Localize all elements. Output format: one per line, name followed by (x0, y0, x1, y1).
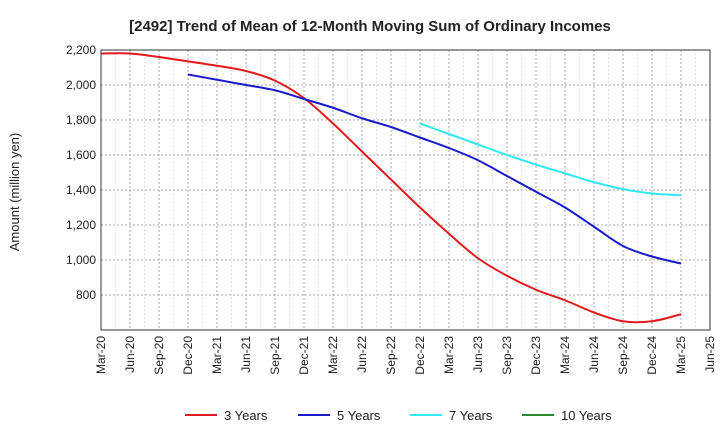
legend-label-5-years: 5 Years (337, 408, 381, 423)
legend-label-10-years: 10 Years (561, 408, 612, 423)
grid (101, 49, 710, 330)
y-tick-label: 1,200 (66, 218, 96, 232)
legend: 3 Years 5 Years 7 Years 10 Years (185, 408, 612, 423)
x-tick-label: Sep-24 (616, 336, 630, 375)
y-tick-label: 1,400 (66, 183, 96, 197)
x-tick-label: Dec-22 (413, 336, 427, 375)
y-axis-label: Amount (million yen) (7, 133, 22, 252)
x-tick-label: Mar-20 (94, 336, 108, 374)
y-tick-label: 1,000 (66, 253, 96, 267)
series-lines (100, 52, 682, 324)
x-tick-label: Mar-24 (558, 336, 572, 374)
y-tick-label: 1,600 (66, 148, 96, 162)
x-tick-label: Sep-20 (152, 336, 166, 375)
y-tick-label: 2,200 (66, 43, 96, 57)
x-tick-label: Dec-21 (297, 336, 311, 375)
x-tick-label: Sep-22 (384, 336, 398, 375)
chart-title: [2492] Trend of Mean of 12-Month Moving … (129, 18, 611, 35)
y-tick-label: 800 (76, 288, 96, 302)
x-tick-label: Mar-23 (442, 336, 456, 374)
y-tick-label: 2,000 (66, 78, 96, 92)
x-tick-label: Jun-24 (587, 336, 601, 373)
x-tick-label: Sep-21 (268, 336, 282, 375)
series-line-3-years (100, 52, 682, 324)
x-tick-label: Dec-23 (529, 336, 543, 375)
x-tick-label: Jun-23 (471, 336, 485, 373)
x-tick-label: Mar-25 (674, 336, 688, 374)
series-line-5-years (187, 73, 682, 265)
x-tick-label: Jun-22 (355, 336, 369, 373)
x-tick-label: Jun-25 (703, 336, 717, 373)
x-tick-labels: Mar-20 Jun-20 Sep-20 Dec-20 Mar-21 Jun-21 Sep-… (94, 336, 717, 375)
legend-label-7-years: 7 Years (449, 408, 493, 423)
x-tick-label: Mar-22 (326, 336, 340, 374)
x-tick-label: Jun-21 (239, 336, 253, 373)
y-tick-label: 1,800 (66, 113, 96, 127)
x-tick-label: Jun-20 (123, 336, 137, 373)
y-tick-labels: 800 1,000 1,200 1,400 1,600 1,800 2,000 2,200 (66, 43, 96, 302)
x-tick-label: Dec-20 (181, 336, 195, 375)
series-line-7-years (419, 122, 682, 197)
x-tick-label: Dec-24 (645, 336, 659, 375)
x-tick-label: Mar-21 (210, 336, 224, 374)
x-tick-label: Sep-23 (500, 336, 514, 375)
plot-frame (100, 49, 711, 331)
legend-label-3-years: 3 Years (224, 408, 268, 423)
